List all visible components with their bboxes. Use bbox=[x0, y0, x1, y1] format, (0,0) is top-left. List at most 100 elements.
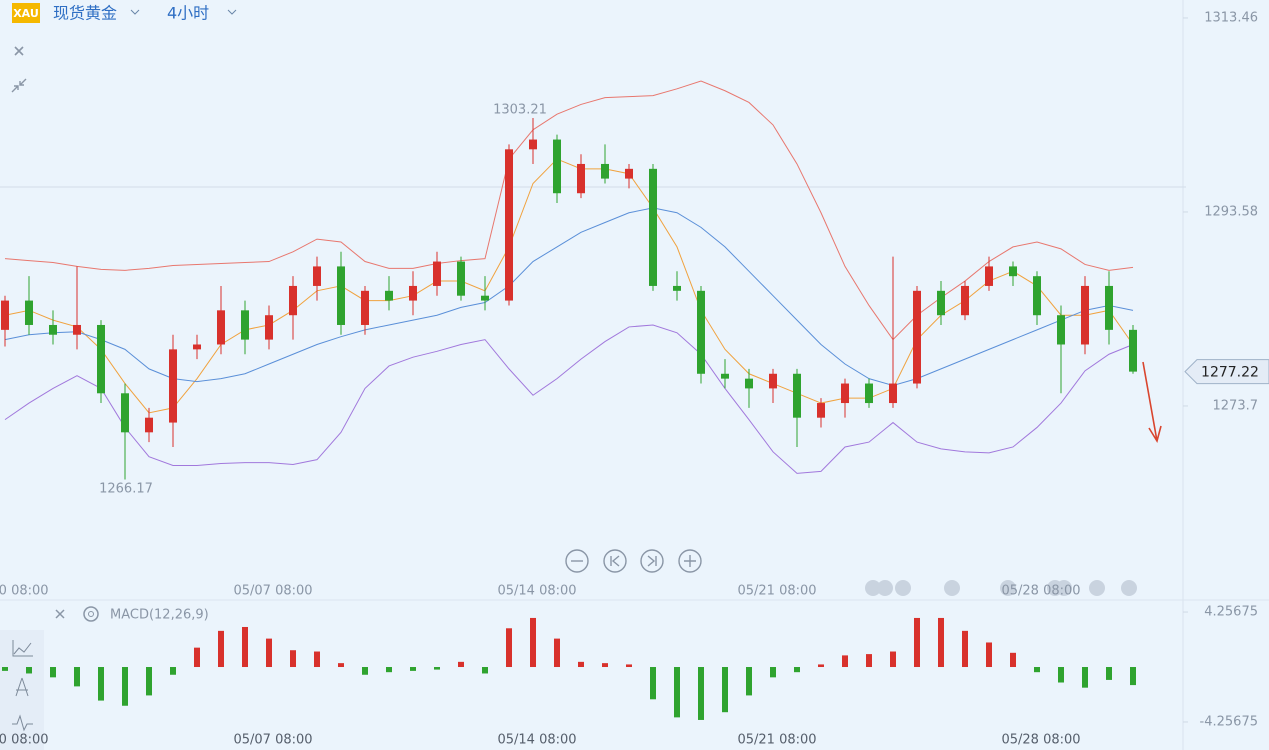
event-dot[interactable] bbox=[1121, 580, 1137, 596]
settings-icon[interactable] bbox=[83, 606, 99, 622]
event-dot[interactable] bbox=[877, 580, 893, 596]
first-button[interactable] bbox=[603, 549, 627, 573]
macd-bar bbox=[386, 667, 392, 673]
last-button[interactable] bbox=[640, 549, 664, 573]
candle-body bbox=[505, 149, 513, 301]
last-price-label: 1277.22 bbox=[1201, 365, 1259, 381]
candle-body bbox=[169, 349, 177, 423]
high-annotation: 1303.21 bbox=[493, 103, 547, 118]
candle-body bbox=[865, 383, 873, 404]
macd-bar bbox=[1010, 652, 1016, 668]
macd-bar bbox=[362, 667, 368, 675]
settings-icon-center bbox=[88, 611, 94, 617]
candle-body bbox=[1105, 285, 1113, 330]
event-dot[interactable] bbox=[1089, 580, 1105, 596]
candle-body bbox=[673, 285, 681, 291]
macd-bar bbox=[554, 638, 560, 668]
candle-body bbox=[313, 266, 321, 286]
candle-body bbox=[145, 417, 153, 433]
macd-bar bbox=[74, 667, 80, 687]
macd-bar bbox=[530, 617, 536, 668]
candle-body bbox=[1081, 285, 1089, 345]
macd-bar bbox=[1058, 667, 1064, 683]
candle-body bbox=[529, 139, 537, 150]
dropdown-icon[interactable] bbox=[130, 9, 140, 15]
candle-body bbox=[289, 285, 297, 316]
candle-body bbox=[481, 295, 489, 301]
trend-arrow bbox=[1142, 361, 1162, 444]
event-dot[interactable] bbox=[944, 580, 960, 596]
macd-bar bbox=[434, 667, 440, 670]
interval-selector[interactable]: 4小时 bbox=[167, 4, 209, 23]
candle-body bbox=[1009, 266, 1017, 277]
macd-tick-label: -4.25675 bbox=[1200, 714, 1258, 729]
last-icon bbox=[647, 555, 657, 567]
macd-bar bbox=[650, 667, 656, 700]
candle-body bbox=[217, 310, 225, 345]
macd-bar bbox=[242, 626, 248, 668]
candle-body bbox=[649, 168, 657, 286]
macd-bar bbox=[26, 667, 32, 674]
draw-tool[interactable] bbox=[15, 677, 29, 697]
nav-buttons bbox=[565, 549, 702, 573]
close-icon[interactable] bbox=[14, 46, 24, 56]
close-indicator-icon[interactable] bbox=[55, 609, 65, 619]
candle-body bbox=[721, 373, 729, 379]
macd-bar bbox=[290, 650, 296, 668]
candle-body bbox=[409, 285, 417, 301]
candle-body bbox=[697, 290, 705, 374]
candle-body bbox=[265, 315, 273, 340]
candle-body bbox=[1, 300, 9, 330]
first-icon bbox=[610, 555, 620, 567]
event-dot[interactable] bbox=[1000, 580, 1016, 596]
dropdown-icon[interactable] bbox=[227, 9, 237, 15]
macd-bar bbox=[770, 667, 776, 678]
macd-bar bbox=[698, 667, 704, 720]
indicator-tool[interactable] bbox=[12, 640, 33, 657]
macd-bar bbox=[122, 667, 128, 706]
candle-body bbox=[121, 393, 129, 433]
last-price-tag bbox=[1184, 359, 1269, 385]
x-tick-label: 05/14 08:00 bbox=[497, 733, 576, 748]
candle-body bbox=[433, 261, 441, 286]
collapse-icon[interactable] bbox=[11, 78, 27, 93]
x-tick-label: 05/21 08:00 bbox=[737, 733, 816, 748]
macd-bar bbox=[50, 667, 56, 678]
event-dot[interactable] bbox=[1056, 580, 1072, 596]
candle-body bbox=[625, 168, 633, 179]
candle-body bbox=[337, 266, 345, 325]
y-tick-label: 1293.58 bbox=[1204, 204, 1258, 219]
macd-bar bbox=[962, 630, 968, 668]
macd-bar bbox=[914, 617, 920, 668]
candle-body bbox=[601, 163, 609, 179]
candle-body bbox=[553, 139, 561, 194]
wave-tool[interactable] bbox=[12, 714, 33, 732]
macd-bar bbox=[1082, 667, 1088, 688]
candle-body bbox=[841, 383, 849, 404]
symbol-badge-text: XAU bbox=[13, 7, 39, 20]
zoom-in-icon bbox=[684, 555, 696, 567]
macd-bar bbox=[266, 638, 272, 668]
candle-body bbox=[577, 163, 585, 194]
macd-bar bbox=[146, 667, 152, 696]
event-dot[interactable] bbox=[895, 580, 911, 596]
zoom-out-button[interactable] bbox=[565, 549, 589, 573]
indicator-line bbox=[4, 207, 1134, 387]
candle-body bbox=[361, 290, 369, 325]
macd-bar bbox=[794, 667, 800, 673]
macd-bar bbox=[170, 667, 176, 675]
macd-bar bbox=[986, 642, 992, 668]
y-tick-label: 1313.46 bbox=[1204, 10, 1258, 25]
indicator-title: MACD(12,26,9) bbox=[110, 608, 209, 623]
macd-bar bbox=[842, 655, 848, 668]
macd-bar bbox=[314, 651, 320, 668]
x-tick-label: 05/21 08:00 bbox=[737, 584, 816, 599]
event-dot[interactable] bbox=[865, 580, 881, 596]
zoom-in-button[interactable] bbox=[678, 549, 702, 573]
symbol-selector[interactable]: 现货黄金 bbox=[53, 4, 117, 23]
candle-body bbox=[457, 261, 465, 296]
macd-bar bbox=[458, 661, 464, 668]
macd-bar bbox=[722, 667, 728, 713]
macd-bar bbox=[1034, 667, 1040, 673]
